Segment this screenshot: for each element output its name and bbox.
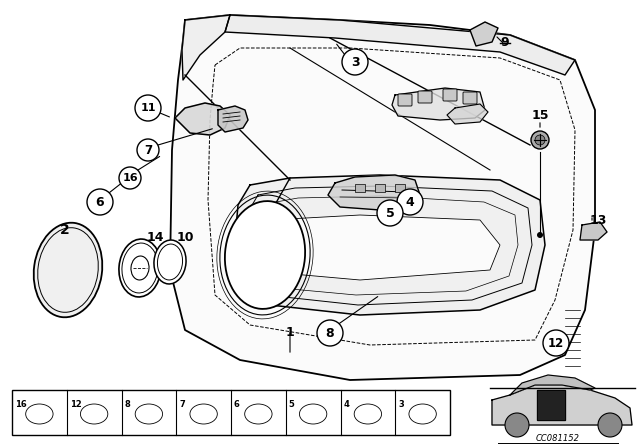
Text: 6: 6 <box>234 400 240 409</box>
Circle shape <box>87 189 113 215</box>
Circle shape <box>135 95 161 121</box>
Text: 3: 3 <box>398 400 404 409</box>
Text: 5: 5 <box>386 207 394 220</box>
Circle shape <box>598 413 622 437</box>
FancyBboxPatch shape <box>398 94 412 106</box>
Polygon shape <box>235 175 545 315</box>
Text: 4: 4 <box>406 195 414 208</box>
FancyBboxPatch shape <box>395 184 405 192</box>
Text: 5: 5 <box>289 400 294 409</box>
Circle shape <box>342 49 368 75</box>
Text: 2: 2 <box>60 223 70 237</box>
Text: 12: 12 <box>70 400 81 409</box>
Polygon shape <box>182 15 230 80</box>
Circle shape <box>537 232 543 238</box>
Text: 16: 16 <box>15 400 27 409</box>
Text: 12: 12 <box>548 336 564 349</box>
FancyBboxPatch shape <box>375 184 385 192</box>
Polygon shape <box>580 222 607 240</box>
Text: 3: 3 <box>351 56 359 69</box>
Circle shape <box>535 135 545 145</box>
Circle shape <box>531 131 549 149</box>
Circle shape <box>137 139 159 161</box>
Text: 16: 16 <box>122 173 138 183</box>
Polygon shape <box>537 390 565 420</box>
Polygon shape <box>492 385 632 425</box>
Ellipse shape <box>154 240 186 284</box>
Ellipse shape <box>225 201 305 309</box>
Polygon shape <box>218 106 248 132</box>
Polygon shape <box>175 103 230 135</box>
Text: 10: 10 <box>176 231 194 244</box>
Circle shape <box>377 200 403 226</box>
Text: 7: 7 <box>179 400 185 409</box>
Text: 11: 11 <box>140 103 156 113</box>
Text: 7: 7 <box>144 143 152 156</box>
Text: 6: 6 <box>96 195 104 208</box>
Text: 1: 1 <box>285 326 294 339</box>
Circle shape <box>505 413 529 437</box>
Text: 4: 4 <box>344 400 349 409</box>
FancyBboxPatch shape <box>355 184 365 192</box>
Ellipse shape <box>34 223 102 317</box>
Polygon shape <box>392 88 485 120</box>
Text: 15: 15 <box>531 108 548 121</box>
Circle shape <box>543 330 569 356</box>
Text: 8: 8 <box>125 400 131 409</box>
FancyBboxPatch shape <box>463 92 477 104</box>
Circle shape <box>119 167 141 189</box>
Text: 9: 9 <box>500 35 509 48</box>
Polygon shape <box>225 15 575 75</box>
Text: 8: 8 <box>326 327 334 340</box>
Circle shape <box>397 189 423 215</box>
Text: 13: 13 <box>589 214 607 227</box>
FancyBboxPatch shape <box>443 89 457 101</box>
Polygon shape <box>170 15 595 380</box>
Polygon shape <box>328 175 420 210</box>
Polygon shape <box>470 22 498 46</box>
Polygon shape <box>447 104 488 124</box>
Circle shape <box>317 320 343 346</box>
Text: 14: 14 <box>147 231 164 244</box>
Text: CC081152: CC081152 <box>536 434 580 443</box>
Polygon shape <box>255 215 500 280</box>
FancyBboxPatch shape <box>418 91 432 103</box>
Polygon shape <box>510 375 595 395</box>
Ellipse shape <box>119 239 161 297</box>
